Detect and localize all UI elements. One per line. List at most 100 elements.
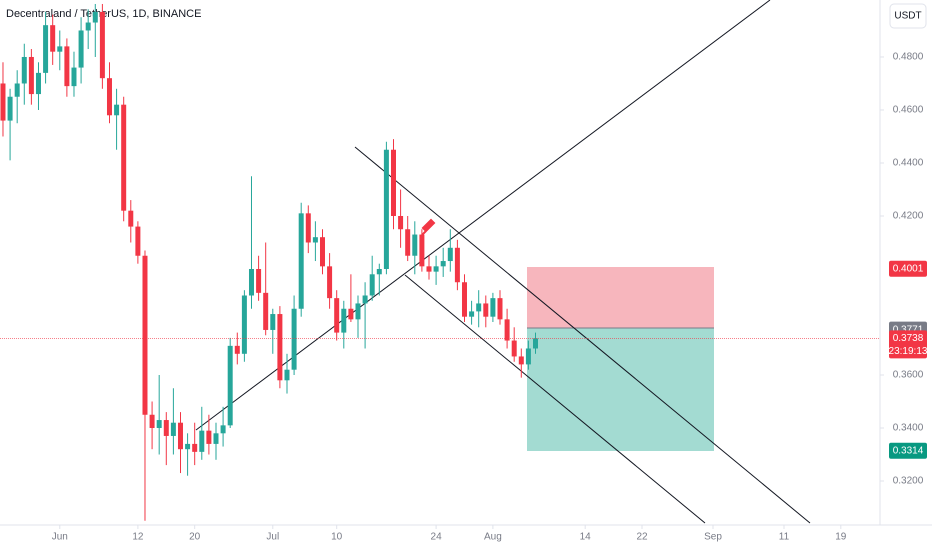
x-tick-label: 10	[331, 532, 343, 543]
y-tick-label: 0.4200	[893, 211, 924, 222]
x-tick-label: Aug	[484, 532, 502, 543]
candle-body	[433, 266, 439, 272]
candle-body	[362, 295, 368, 304]
price-tag-label: 0.3314	[893, 445, 924, 456]
price-tag-label: 0.3771	[893, 324, 924, 335]
axes: 0.4800 0.4600 0.4400 0.4200 0.3600 0.3400 0.32…	[52, 52, 924, 543]
candle-body	[14, 83, 20, 97]
x-tick-label: Jun	[52, 532, 68, 543]
candle-body	[504, 319, 510, 341]
candle-body	[312, 237, 318, 243]
y-tick-label: 0.4400	[893, 158, 924, 169]
candle-body	[334, 298, 340, 333]
candle-body	[185, 443, 191, 450]
candle-body	[43, 25, 49, 73]
candle-body	[511, 340, 517, 357]
candle-body	[206, 430, 212, 444]
candle-body	[177, 422, 183, 450]
candle-body	[71, 67, 77, 87]
candle-body	[319, 237, 325, 267]
candle-body	[0, 83, 6, 121]
candle-body	[348, 308, 354, 320]
candle-body	[135, 226, 141, 256]
x-tick-label: 11	[779, 532, 790, 543]
candle-body	[106, 78, 112, 116]
candle-body	[426, 266, 432, 272]
candle-body	[142, 255, 148, 415]
candle-body	[483, 303, 489, 317]
candle-body	[163, 420, 169, 436]
candle-body	[305, 213, 311, 243]
candle-body	[447, 247, 453, 262]
candle-body	[121, 104, 127, 211]
candle-body	[220, 425, 226, 434]
x-tick-label: 14	[580, 532, 592, 543]
trendline	[404, 274, 706, 524]
candle-body	[85, 22, 91, 31]
price-tag	[889, 260, 927, 277]
candle-body	[28, 56, 34, 95]
y-tick-label: 0.3600	[893, 370, 924, 381]
candle-body	[7, 96, 13, 121]
candle-body	[114, 104, 120, 116]
candle-body	[50, 25, 56, 52]
x-tick-label: 24	[431, 532, 443, 543]
candle-body	[227, 345, 233, 426]
y-tick-label: 0.4800	[893, 52, 924, 63]
countdown: 23:19:13	[889, 346, 928, 357]
hammer-icon	[421, 218, 436, 236]
candle-body	[284, 369, 290, 381]
price-tag-label: 0.3738	[893, 333, 924, 344]
candle-body	[298, 213, 304, 309]
candle-body	[369, 274, 375, 296]
candle-body	[469, 311, 475, 317]
candle-body	[234, 345, 240, 354]
currency-label[interactable]: USDT	[894, 11, 921, 22]
candle-body	[398, 215, 404, 230]
candle-body	[99, 11, 105, 79]
candle-body	[376, 268, 382, 275]
candle-body	[525, 348, 531, 365]
candle-body	[383, 149, 389, 269]
candle-body	[263, 292, 269, 330]
candle-body	[327, 266, 333, 299]
candle-body	[476, 303, 482, 312]
candle-body	[518, 356, 524, 365]
trendlines	[195, 0, 811, 524]
x-tick-label: 20	[189, 532, 201, 543]
candles	[0, 3, 538, 521]
x-tick-label: 22	[636, 532, 648, 543]
candle-body	[156, 420, 162, 429]
candle-body	[440, 261, 446, 267]
candle-body	[128, 210, 134, 227]
price-tag	[889, 442, 927, 459]
candle-body	[405, 229, 411, 256]
candle-body	[57, 46, 63, 52]
candle-body	[35, 72, 41, 95]
candle-body	[355, 303, 361, 320]
stop-zone	[527, 267, 714, 328]
candle-body	[64, 46, 70, 87]
candle-body	[497, 298, 503, 320]
candle-body	[419, 234, 425, 267]
candle-body	[277, 314, 283, 381]
target-zone	[527, 328, 714, 451]
y-tick-label: 0.3400	[893, 423, 924, 434]
candle-body	[412, 234, 418, 256]
price-tag-label: 0.4001	[893, 263, 924, 274]
candle-body	[256, 268, 262, 293]
candle-body	[532, 338, 538, 349]
candle-body	[92, 11, 98, 23]
candle-body	[490, 298, 496, 317]
candle-body	[341, 308, 347, 333]
candle-body	[199, 430, 205, 452]
candle-body	[78, 30, 84, 68]
x-tick-label: 19	[835, 532, 847, 543]
candle-body	[461, 282, 467, 317]
candle-body	[454, 247, 460, 283]
candle-body	[390, 149, 396, 216]
currency-button[interactable]	[889, 3, 927, 29]
candle-body	[291, 308, 297, 370]
candle-body	[170, 422, 176, 436]
candle-body	[192, 443, 198, 452]
